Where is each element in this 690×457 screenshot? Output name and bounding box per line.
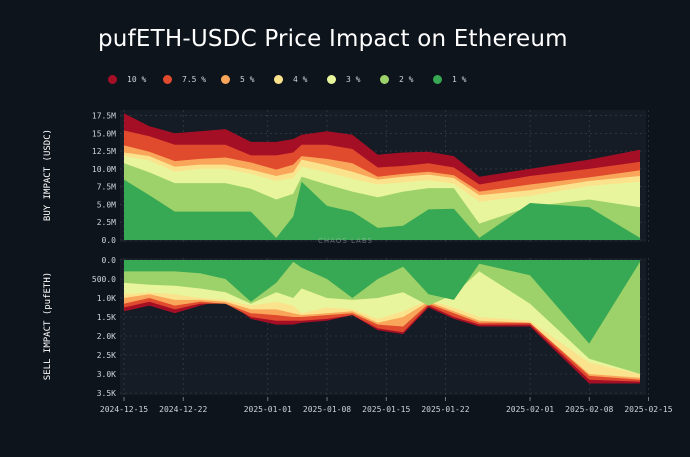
buy-y-tick-label: 12.5M <box>92 147 116 156</box>
legend-swatch-10-icon <box>108 74 117 84</box>
sell-y-tick-label: 1.0K <box>97 294 116 303</box>
legend-label-5: 5 % <box>240 74 255 84</box>
legend-swatch-2-icon <box>380 74 389 84</box>
legend-label-4: 4 % <box>293 74 308 84</box>
chart-title: pufETH-USDC Price Impact on Ethereum <box>98 26 568 52</box>
x-tick-label: 2025-02-01 <box>506 405 554 414</box>
buy-y-tick-label: 7.5M <box>97 183 116 192</box>
legend-item-5[interactable]: 5 % <box>221 72 254 86</box>
buy-y-tick-label: 5.0M <box>97 200 116 209</box>
buy-y-tick-label: 0.0 <box>102 236 117 245</box>
x-tick-label: 2025-01-15 <box>362 405 410 414</box>
sell-y-tick-label: 3.0K <box>97 370 116 379</box>
buy-y-axis-label: BUY IMPACT (USDC) <box>43 129 53 221</box>
sell-y-tick-label: 3.5K <box>97 389 116 398</box>
legend-item-3[interactable]: 3 % <box>327 72 360 86</box>
buy-y-tick-label: 2.5M <box>97 218 116 227</box>
legend-label-10: 10 % <box>127 74 147 84</box>
legend-swatch-5-icon <box>221 74 230 84</box>
sell-y-tick-label: 500.0 <box>92 275 116 284</box>
x-tick-label: 2025-02-08 <box>565 405 613 414</box>
sell-y-tick-label: 1.5K <box>97 313 116 322</box>
x-tick-label: 2025-01-01 <box>244 405 292 414</box>
legend-label-3: 3 % <box>346 74 361 84</box>
x-axis: 2024-12-15 2024-12-22 2025-01-01 2025-01-08… <box>100 397 673 414</box>
legend-swatch-3-icon <box>327 74 336 84</box>
x-tick-label: 2024-12-22 <box>159 405 207 414</box>
sell-y-tick-label: 2.5K <box>97 351 116 360</box>
x-tick-label: 2025-01-08 <box>303 405 351 414</box>
legend-swatch-7-5-icon <box>163 74 172 84</box>
legend-item-4[interactable]: 4 % <box>274 72 307 86</box>
x-tick-label: 2025-02-15 <box>624 405 672 414</box>
legend-item-7-5[interactable]: 7.5 % <box>163 72 206 86</box>
x-tick-label: 2024-12-15 <box>100 405 148 414</box>
buy-y-tick-label: 10.0M <box>92 165 116 174</box>
sell-area-1[interactable] <box>124 260 640 344</box>
legend-label-1: 1 % <box>452 74 467 84</box>
legend-item-10[interactable]: 10 % <box>108 72 146 86</box>
buy-impact-panel: 0.0 2.5M 5.0M 7.5M 10.0M 12.5M 15.0M 17.5M CHAOS… <box>92 110 649 245</box>
x-tick-label: 2025-01-22 <box>421 405 469 414</box>
buy-area-1[interactable] <box>124 179 640 240</box>
legend-label-2: 2 % <box>399 74 414 84</box>
watermark: CHAOS LABS <box>318 237 373 245</box>
sell-y-axis-label: SELL IMPACT (pufETH) <box>43 272 53 380</box>
sell-y-tick-label: 2.0K <box>97 332 116 341</box>
buy-y-tick-label: 15.0M <box>92 129 116 138</box>
buy-y-tick-label: 17.5M <box>92 112 116 121</box>
legend-label-7-5: 7.5 % <box>182 74 207 84</box>
sell-impact-panel: 0.0 500.0 1.0K 1.5K 2.0K 2.5K 3.0K 3.5K <box>92 256 649 398</box>
legend-item-2[interactable]: 2 % <box>380 72 413 86</box>
legend-swatch-1-icon <box>433 74 442 84</box>
sell-y-tick-label: 0.0 <box>102 256 117 265</box>
legend-swatch-4-icon <box>274 74 283 84</box>
legend-item-1[interactable]: 1 % <box>433 72 466 86</box>
